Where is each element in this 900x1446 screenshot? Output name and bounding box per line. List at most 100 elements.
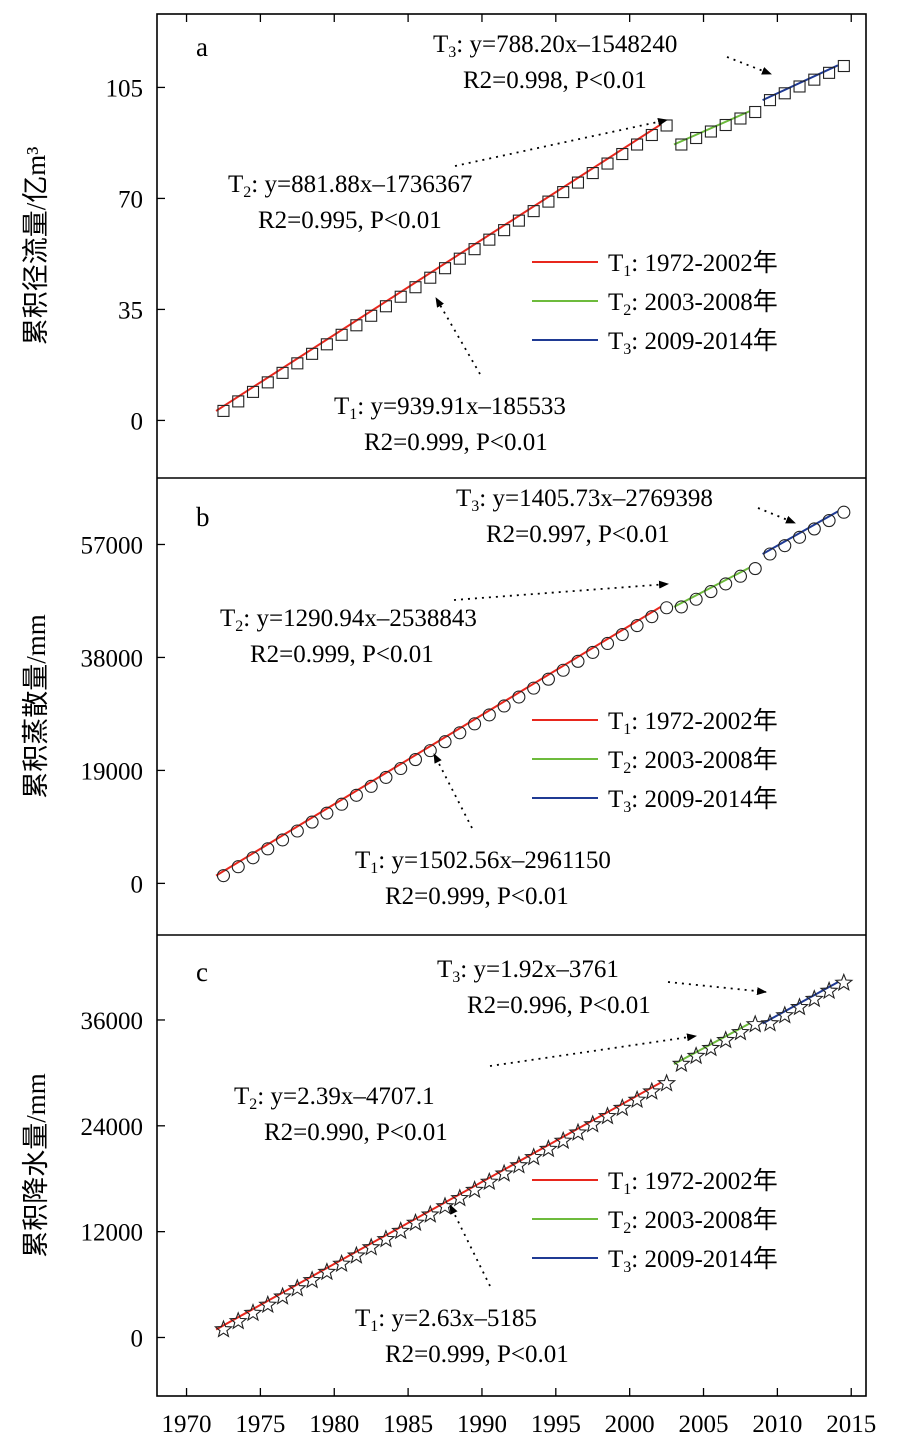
data-point [819, 980, 839, 1000]
legend-label: T1: 1972-2002年 [608, 249, 778, 280]
annotation-arrow [454, 117, 668, 167]
x-tick-label: 2005 [679, 1411, 729, 1438]
stat-text: R2=0.999, P<0.01 [385, 1341, 569, 1368]
y-tick-label: 105 [106, 75, 144, 102]
data-point [823, 66, 836, 79]
legend-label: T3: 2009-2014年 [608, 1245, 778, 1276]
annotation-arrow [453, 580, 669, 601]
stat-text: R2=0.997, P<0.01 [486, 521, 670, 548]
legend: T1: 1972-2002年 T2: 2003-2008年 T3: 2009-201… [532, 249, 778, 358]
data-point [553, 1130, 573, 1150]
data-point [686, 1046, 706, 1065]
annotation-arrow [433, 753, 473, 829]
annotation-arrow [726, 56, 772, 75]
data-point [745, 1014, 765, 1033]
data-point [408, 753, 423, 767]
annotation-t3: T3: y=1.92x–3761 R2=0.996, P<0.01 [437, 956, 767, 1019]
panel-label: c [196, 957, 208, 987]
data-point [645, 610, 659, 624]
equation-text: T3: y=788.20x–1548240 [433, 31, 677, 61]
data-point [600, 636, 615, 651]
data-point [674, 600, 688, 614]
data-point [834, 972, 854, 992]
data-point [453, 726, 467, 740]
x-tick-label: 1995 [531, 1411, 581, 1438]
data-point [379, 770, 393, 784]
data-point [701, 1038, 721, 1057]
data-point [290, 824, 304, 838]
y-axis-title: 累积降水量/mm [21, 1073, 51, 1258]
stat-text: R2=0.996, P<0.01 [467, 992, 651, 1019]
legend: T1: 1972-2002年 T2: 2003-2008年 T3: 2009-201… [532, 1167, 778, 1276]
data-point [568, 1122, 588, 1141]
data-point [335, 328, 348, 341]
fit-line-t1 [215, 123, 662, 412]
equation-text: T1: y=939.91x–185533 [334, 393, 566, 423]
data-point [497, 699, 511, 713]
data-point [468, 243, 481, 256]
x-axis: 1970 1975 1980 1985 1990 1995 2000 2005 2010 2015 [162, 14, 876, 1438]
annotation-arrow [489, 1033, 697, 1067]
panel-label: a [196, 32, 208, 62]
legend-label: T2: 2003-2008年 [608, 288, 778, 319]
data-point [349, 788, 363, 802]
data-point [346, 1245, 366, 1264]
data-point [335, 797, 349, 811]
data-point [361, 1237, 381, 1256]
data-point [789, 997, 810, 1016]
annotation-arrow [757, 507, 796, 524]
data-point [719, 118, 732, 132]
stat-text: R2=0.990, P<0.01 [264, 1119, 448, 1146]
equation-text: T3: y=1.92x–3761 [437, 956, 619, 986]
data-point [690, 131, 703, 145]
data-point [420, 1204, 440, 1223]
equation-text: T1: y=2.63x–5185 [355, 1305, 537, 1335]
data-point [557, 186, 570, 199]
y-tick-label: 0 [131, 1325, 144, 1352]
legend-label: T3: 2009-2014年 [608, 327, 778, 358]
data-point [494, 1163, 514, 1182]
panel-label: b [196, 502, 210, 532]
data-point [748, 562, 762, 576]
data-point [317, 1262, 337, 1281]
fit-line-t2 [673, 566, 750, 608]
data-point [231, 860, 245, 874]
legend-label: T1: 1972-2002年 [608, 707, 778, 738]
data-point [246, 385, 260, 398]
data-point [657, 1073, 677, 1092]
data-point [734, 112, 747, 125]
y-tick-label: 57000 [81, 532, 144, 559]
panel-a: 0 35 70 105 累积径流量/亿m³ a T3: y=788.20x–1548240 R… [21, 31, 850, 456]
data-point [586, 167, 599, 180]
y-tick-label: 35 [118, 297, 143, 324]
data-point [627, 1089, 647, 1109]
data-point [305, 815, 319, 829]
panel-c: 0 12000 24000 36000 累积降水量/mm c T3: y=1.92x–376… [21, 934, 866, 1368]
stat-text: R2=0.999, P<0.01 [250, 641, 434, 668]
annotation-t3: T3: y=1405.73x–2769398 R2=0.997, P<0.01 [456, 485, 796, 548]
y-tick-label: 0 [131, 408, 144, 435]
panel-b: 0 19000 38000 57000 累积蒸散量/mm b T3: y=1405.73x–… [21, 477, 866, 910]
stat-text: R2=0.999, P<0.01 [385, 883, 569, 910]
data-point [807, 522, 821, 536]
data-point [597, 1106, 618, 1125]
data-point [276, 366, 289, 379]
equation-text: T2: y=2.39x–4707.1 [234, 1083, 435, 1113]
equation-text: T2: y=1290.94x–2538843 [220, 605, 477, 635]
data-point [217, 404, 230, 417]
data-point [642, 1081, 662, 1100]
data-point [291, 357, 304, 370]
data-point [778, 87, 791, 100]
stat-text: R2=0.998, P<0.01 [463, 67, 647, 94]
data-point [512, 690, 526, 704]
y-tick-label: 0 [131, 871, 144, 898]
data-point [320, 806, 334, 820]
data-point [438, 735, 452, 749]
data-point [365, 309, 378, 322]
legend-label: T3: 2009-2014年 [608, 785, 778, 816]
stat-text: R2=0.995, P<0.01 [258, 207, 442, 234]
data-point [571, 176, 585, 189]
data-point [804, 989, 824, 1008]
data-point [376, 1229, 396, 1248]
